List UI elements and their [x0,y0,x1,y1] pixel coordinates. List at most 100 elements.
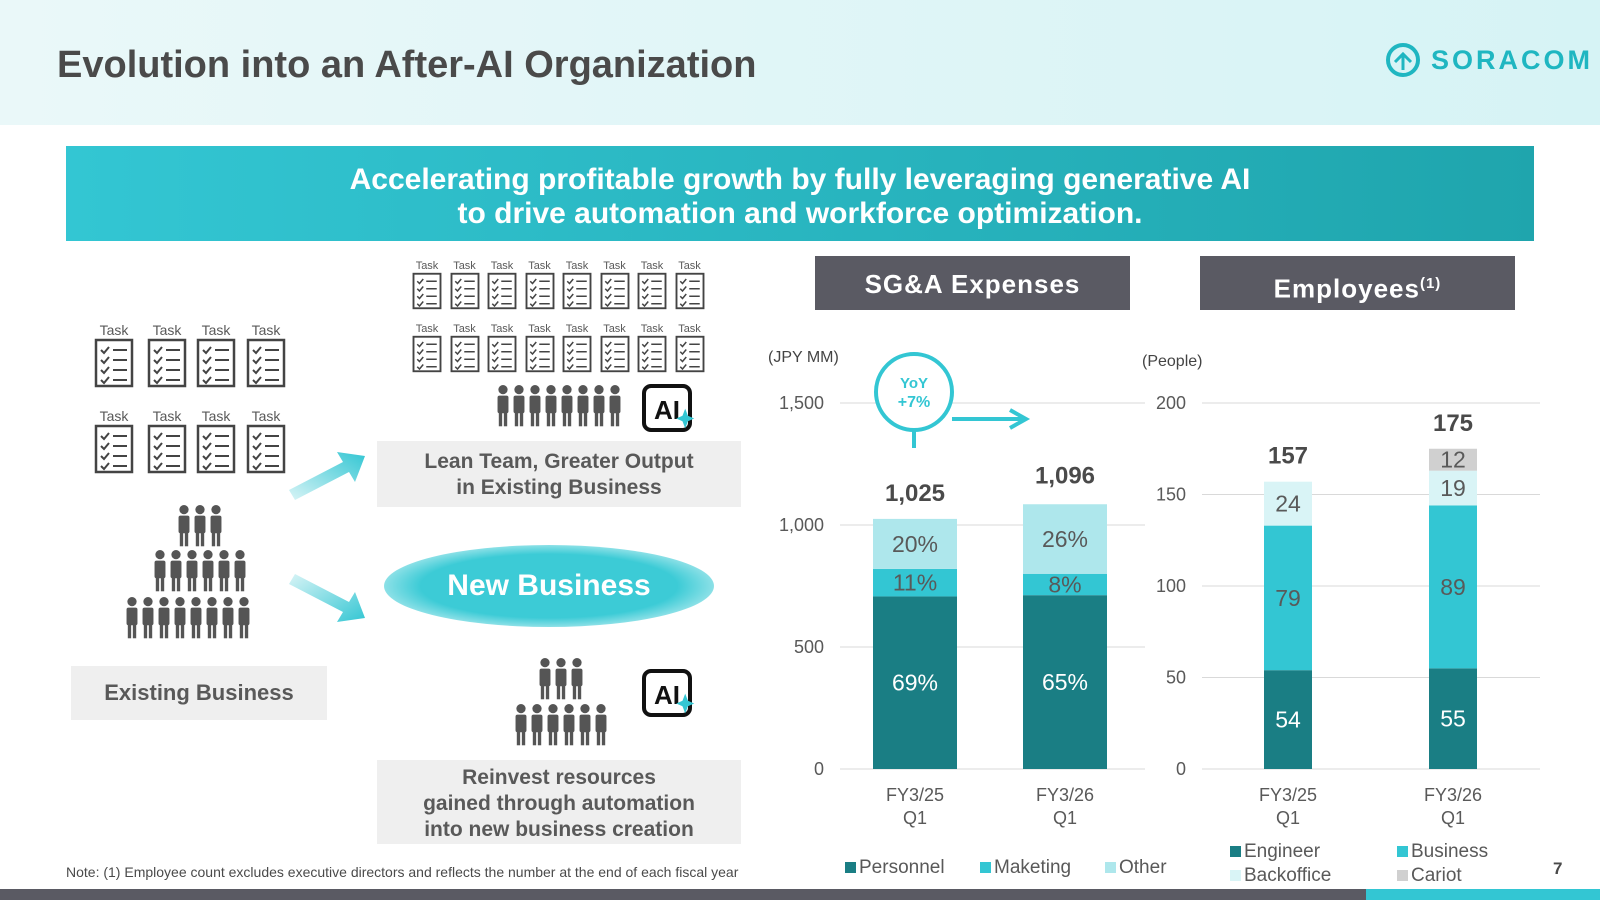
sga-chart-title: SG&A Expenses [815,256,1130,310]
person-icon [194,505,206,547]
arrow-to-lean-team [289,452,365,500]
person-icon [577,385,589,427]
arrow-to-new-business [289,574,365,622]
task-icon: Task [525,260,555,315]
existing-business-label: Existing Business [71,666,327,720]
ai-icon: AI [642,384,700,441]
checklist-icon [450,335,479,373]
task-label: Task [201,408,231,424]
lean-team-line-1: Lean Team, Greater Output [424,450,694,473]
task-label: Task [565,323,589,335]
soracom-logo-icon [1386,43,1420,77]
task-icon: Task [637,260,667,315]
reinvest-line-3: into new business creation [424,818,694,841]
task-label: Task [251,322,281,338]
bar-total-label: 1,025 [885,480,945,507]
task-label: Task [490,260,514,272]
banner-line-2: to drive automation and workforce optimi… [457,197,1143,230]
person-icon [529,385,541,427]
header-band [0,0,1600,125]
ai-icon-new-business: AI [642,669,700,726]
banner-line-1: Accelerating profitable growth by fully … [349,163,1251,196]
footer-bar [0,889,1600,900]
person-icon [545,385,557,427]
person-icon [186,550,198,592]
bar-segment [873,568,957,597]
page-title: Evolution into an After-AI Organization [57,44,757,86]
checklist-icon [525,335,554,373]
person-icon [561,385,573,427]
person-icon [579,704,591,746]
task-label: Task [453,323,476,335]
x-tick-label: FY3/26 [1424,785,1482,805]
person-icon [154,550,166,592]
checklist-icon [637,335,667,373]
task-label: Task [201,322,231,338]
person-icon [547,704,559,746]
y-tick-label: 0 [1176,759,1186,779]
bar-segment [1429,448,1477,471]
task-icon: Task [94,322,134,393]
task-label: Task [152,322,182,338]
x-tick-label: Q1 [1053,808,1077,828]
task-icon: Task [246,322,286,393]
bar-data-label: 8% [1048,571,1081,597]
checklist-icon [525,272,554,310]
page-number: 7 [1553,859,1563,878]
checklist-icon [246,424,286,474]
checklist-icon [675,272,704,310]
bar-total-label: 175 [1433,410,1473,437]
task-icon: Task [412,260,442,315]
checklist-icon [196,424,236,474]
checklist-icon [562,272,592,310]
soracom-logo: SORACOM [1385,42,1593,78]
checklist-icon [147,338,187,388]
bar-data-label: 20% [892,531,938,557]
person-icon [234,550,246,592]
person-icon [158,597,170,639]
task-icon: Task [450,323,480,378]
task-icon: Task [637,323,667,378]
person-icon [174,597,186,639]
footer-accent [1366,889,1600,900]
task-label: Task [528,260,551,272]
footnote: Note: (1) Employee count excludes execut… [66,864,739,880]
bar-segment [873,596,957,769]
task-label: Task [415,260,439,272]
y-tick-label: 500 [794,637,824,657]
y-tick-label: 200 [1156,393,1186,413]
legend-label: Cariot [1411,865,1462,886]
task-icon: Task [246,408,286,479]
task-icon: Task [147,322,187,393]
person-icon [142,597,154,639]
employees-title-text: Employees [1273,273,1420,304]
checklist-icon [450,272,479,310]
new-business-bubble: New Business [384,545,714,627]
person-icon [126,597,138,639]
bar-segment [1264,481,1312,526]
x-tick-label: Q1 [903,808,927,828]
task-icon: Task [487,260,517,315]
checklist-icon [147,424,187,474]
bar-data-label: 24 [1275,491,1301,517]
legend-label: Business [1411,841,1488,862]
person-icon [593,385,605,427]
bar-data-label: 65% [1042,669,1088,695]
legend-label: Personnel [859,857,945,878]
checklist-icon [94,424,134,474]
checklist-icon [562,335,592,373]
bar-data-label: 55 [1440,706,1466,732]
checklist-icon [600,272,629,310]
task-label: Task [678,323,701,335]
task-label: Task [99,408,129,424]
task-icon: Task [600,260,630,315]
person-icon [571,658,583,700]
svg-text:AI: AI [654,395,680,425]
task-icon: Task [675,260,705,315]
checklist-icon [487,272,517,310]
task-icon: Task [196,408,236,479]
bar-data-label: 12 [1440,447,1466,473]
headline-banner: Accelerating profitable growth by fully … [66,146,1534,241]
y-tick-label: 150 [1156,485,1186,505]
svg-text:AI: AI [654,680,680,710]
